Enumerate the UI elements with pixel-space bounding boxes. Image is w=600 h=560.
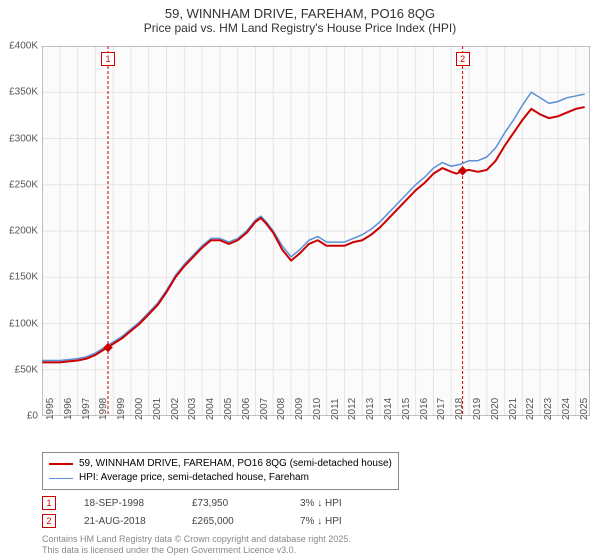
sale-delta: 3% ↓ HPI xyxy=(300,498,342,509)
x-tick-label: 2001 xyxy=(152,398,163,420)
vline-marker: 1 xyxy=(101,52,115,66)
legend-item: 59, WINNHAM DRIVE, FAREHAM, PO16 8QG (se… xyxy=(49,457,392,471)
x-tick-label: 2003 xyxy=(187,398,198,420)
y-tick-label: £150K xyxy=(9,272,38,283)
x-tick-label: 2013 xyxy=(365,398,376,420)
x-tick-label: 2008 xyxy=(276,398,287,420)
chart-svg xyxy=(42,46,590,416)
sale-price: £73,950 xyxy=(192,498,272,509)
x-tick-label: 2016 xyxy=(419,398,430,420)
table-row: 2 21-AUG-2018 £265,000 7% ↓ HPI xyxy=(42,512,342,530)
sale-date: 18-SEP-1998 xyxy=(84,498,164,509)
legend-label: 59, WINNHAM DRIVE, FAREHAM, PO16 8QG (se… xyxy=(79,457,392,471)
y-tick-label: £300K xyxy=(9,133,38,144)
legend-label: HPI: Average price, semi-detached house,… xyxy=(79,471,309,485)
x-tick-label: 2018 xyxy=(454,398,465,420)
x-tick-label: 2025 xyxy=(579,398,590,420)
x-tick-label: 2023 xyxy=(543,398,554,420)
x-tick-label: 2017 xyxy=(436,398,447,420)
x-tick-label: 2024 xyxy=(561,398,572,420)
x-tick-label: 2007 xyxy=(259,398,270,420)
y-tick-label: £0 xyxy=(27,411,38,422)
x-tick-label: 2010 xyxy=(312,398,323,420)
vline-marker: 2 xyxy=(456,52,470,66)
x-tick-label: 2004 xyxy=(205,398,216,420)
x-tick-label: 1999 xyxy=(116,398,127,420)
x-tick-label: 2000 xyxy=(134,398,145,420)
title-block: 59, WINNHAM DRIVE, FAREHAM, PO16 8QG Pri… xyxy=(0,0,600,35)
sale-date: 21-AUG-2018 xyxy=(84,516,164,527)
chart-container: 59, WINNHAM DRIVE, FAREHAM, PO16 8QG Pri… xyxy=(0,0,600,560)
x-tick-label: 2012 xyxy=(347,398,358,420)
sale-delta: 7% ↓ HPI xyxy=(300,516,342,527)
legend-swatch xyxy=(49,478,73,479)
footer-line1: Contains HM Land Registry data © Crown c… xyxy=(42,534,351,545)
sale-marker: 1 xyxy=(42,496,56,510)
legend: 59, WINNHAM DRIVE, FAREHAM, PO16 8QG (se… xyxy=(42,452,399,490)
x-tick-label: 2009 xyxy=(294,398,305,420)
x-tick-label: 2011 xyxy=(330,398,341,420)
sales-table: 1 18-SEP-1998 £73,950 3% ↓ HPI 2 21-AUG-… xyxy=(42,494,342,530)
x-tick-label: 2020 xyxy=(490,398,501,420)
legend-swatch xyxy=(49,463,73,465)
x-tick-label: 2006 xyxy=(241,398,252,420)
footer-note: Contains HM Land Registry data © Crown c… xyxy=(42,534,351,556)
y-tick-label: £200K xyxy=(9,226,38,237)
y-tick-label: £400K xyxy=(9,41,38,52)
sale-marker: 2 xyxy=(42,514,56,528)
x-tick-label: 2022 xyxy=(525,398,536,420)
x-tick-label: 1995 xyxy=(45,398,56,420)
y-tick-label: £250K xyxy=(9,179,38,190)
x-tick-label: 1998 xyxy=(98,398,109,420)
title-line1: 59, WINNHAM DRIVE, FAREHAM, PO16 8QG xyxy=(0,6,600,21)
x-tick-label: 2015 xyxy=(401,398,412,420)
x-tick-label: 2002 xyxy=(170,398,181,420)
y-tick-label: £50K xyxy=(15,364,38,375)
legend-item: HPI: Average price, semi-detached house,… xyxy=(49,471,392,485)
x-tick-label: 2021 xyxy=(508,398,519,420)
x-tick-label: 1997 xyxy=(81,398,92,420)
sale-price: £265,000 xyxy=(192,516,272,527)
x-tick-label: 1996 xyxy=(63,398,74,420)
chart-area: 12£0£50K£100K£150K£200K£250K£300K£350K£4… xyxy=(42,46,590,416)
y-tick-label: £100K xyxy=(9,318,38,329)
x-tick-label: 2019 xyxy=(472,398,483,420)
x-tick-label: 2005 xyxy=(223,398,234,420)
x-tick-label: 2014 xyxy=(383,398,394,420)
footer-line2: This data is licensed under the Open Gov… xyxy=(42,545,351,556)
table-row: 1 18-SEP-1998 £73,950 3% ↓ HPI xyxy=(42,494,342,512)
y-tick-label: £350K xyxy=(9,87,38,98)
title-line2: Price paid vs. HM Land Registry's House … xyxy=(0,21,600,35)
